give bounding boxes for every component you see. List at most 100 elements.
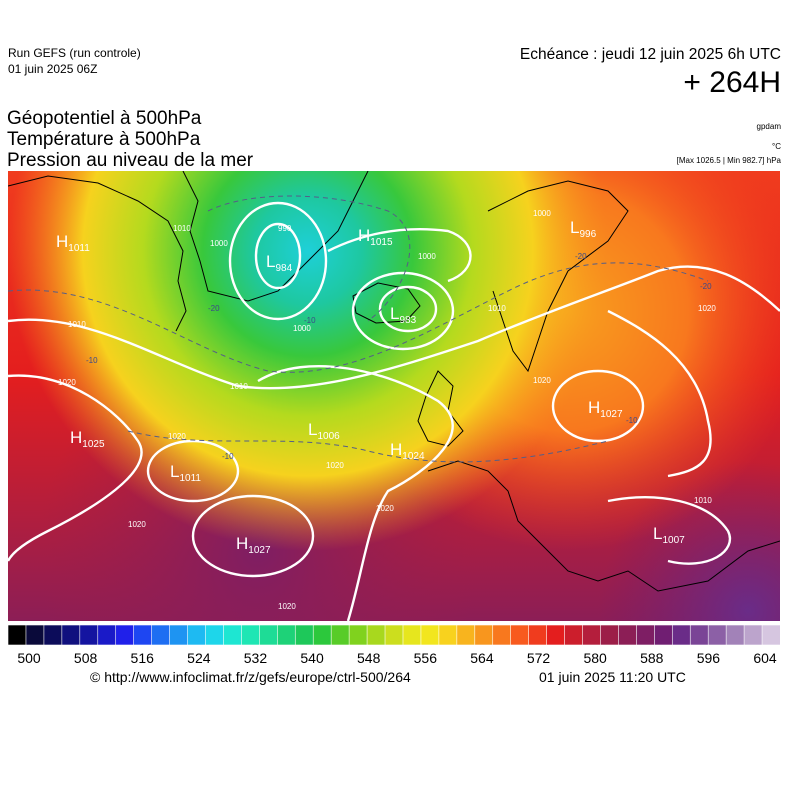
color-scale-tick-label: 540 (300, 650, 324, 666)
center-type: H (390, 440, 402, 459)
isobar-label: 990 (278, 224, 292, 233)
color-scale-swatch (528, 625, 548, 645)
isobar-1010-southeast (607, 496, 732, 565)
color-scale-swatch (205, 625, 225, 645)
center-value: 996 (579, 229, 596, 240)
isotherm-label: -20 (208, 304, 220, 313)
color-scale-swatch (241, 625, 261, 645)
color-scale-tick-label: 556 (413, 650, 437, 666)
color-scale-swatch (151, 625, 171, 645)
center-value: 1027 (600, 409, 623, 420)
center-low-7: L1006 (308, 420, 340, 442)
iceland-coast (352, 282, 421, 324)
color-scale-swatch (546, 625, 566, 645)
color-scale-swatch (294, 625, 314, 645)
color-scale-swatch (187, 625, 207, 645)
center-value: 1006 (317, 431, 340, 442)
parameter-pressure: Pression au niveau de la mer (7, 150, 254, 171)
isobar-label: 1020 (58, 378, 76, 387)
scandinavia-coast (487, 180, 629, 373)
center-value: 984 (275, 263, 292, 274)
isobar-label: 1020 (376, 504, 394, 513)
color-scale-swatch (600, 625, 620, 645)
isobar-low-iceland (378, 285, 438, 333)
color-scale-swatch (61, 625, 81, 645)
run-title: Run GEFS (run controle) (8, 46, 141, 60)
isotherm-minus-20 (207, 195, 411, 322)
isobar-label: 1020 (533, 376, 551, 385)
isobar-value-labels: 1010 1000 990 1000 1010 1000 1020 1020 1… (58, 209, 716, 611)
isobar-1020-east (607, 309, 712, 478)
color-scale-swatch (402, 625, 422, 645)
isobar-label: 1000 (533, 209, 551, 218)
color-scale-swatch (582, 625, 602, 645)
color-scale-swatch (133, 625, 153, 645)
isobar-label: 1010 (173, 224, 191, 233)
isobar-label: 1000 (418, 252, 436, 261)
color-scale-tick-label: 564 (470, 650, 494, 666)
color-scale-swatch (618, 625, 638, 645)
center-value: 1015 (370, 237, 393, 248)
center-type: L (266, 252, 275, 271)
isobar-1020-central (257, 364, 454, 621)
color-scale-swatch (169, 625, 189, 645)
center-type: L (653, 524, 662, 543)
color-scale-tick-label: 580 (583, 650, 607, 666)
isobar-label: 1010 (230, 382, 248, 391)
parameter-temperature: Température à 500hPa (7, 129, 201, 150)
color-scale-swatch (456, 625, 476, 645)
isobar-label: 1020 (168, 432, 186, 441)
isotherm-label: -10 (304, 316, 316, 325)
center-value: 1011 (179, 473, 201, 484)
isobar-label: 1010 (694, 496, 712, 505)
color-scale-bar (8, 625, 780, 645)
color-scale-tick-label: 500 (17, 650, 41, 666)
center-type: H (56, 232, 68, 251)
center-type: L (390, 304, 399, 323)
center-type: H (70, 428, 82, 447)
color-scale-tick-label: 572 (526, 650, 551, 666)
isobar-label: 1010 (488, 304, 506, 313)
color-scale-tick-label: 524 (187, 650, 211, 666)
color-scale-swatch (366, 625, 386, 645)
color-scale-swatch (8, 625, 27, 645)
isobar-label: 1000 (293, 324, 311, 333)
isobar-low-greenland (254, 222, 302, 290)
color-scale-swatch (671, 625, 691, 645)
forecast-horizon: + 264H (683, 66, 781, 99)
color-scale-swatch (654, 625, 673, 645)
color-scale-swatch (761, 625, 780, 645)
color-scale-swatch (97, 625, 117, 645)
center-type: L (570, 218, 579, 237)
center-low-2: L984 (266, 252, 293, 274)
color-scale-swatch (510, 625, 530, 645)
color-scale-swatch (43, 625, 63, 645)
center-type: L (170, 462, 179, 481)
isotherm-value-labels: -10 -20 -10 -20 -20 -10 -10 (86, 252, 712, 461)
center-type: H (358, 226, 370, 245)
color-scale-swatch (564, 625, 584, 645)
color-scale-swatch (348, 625, 368, 645)
isobar-high-atlantic (191, 494, 315, 578)
color-scale-swatch (743, 625, 763, 645)
source-credit: © http://www.infoclimat.fr/z/gefs/europe… (90, 669, 411, 685)
isotherms (8, 195, 709, 463)
color-scale-tick-label: 548 (357, 650, 381, 666)
center-low-5: L996 (570, 218, 597, 240)
color-scale-tick-label: 604 (753, 650, 777, 666)
isobar-label: 1020 (278, 602, 296, 611)
color-scale-swatch (725, 625, 745, 645)
center-low-12: L1007 (653, 524, 685, 546)
center-high-10: H1027 (236, 534, 271, 556)
center-type: H (236, 534, 248, 553)
color-scale-swatch (115, 625, 135, 645)
run-date: 01 juin 2025 06Z (8, 62, 98, 76)
center-value: 1024 (402, 451, 425, 462)
isobar-label: 1010 (68, 320, 86, 329)
color-scale-swatch (259, 625, 279, 645)
isobar-1010-north (8, 265, 780, 390)
color-scale-swatch (474, 625, 494, 645)
pressure-center-labels: H1011 L984 H1015 L983 L996 H1025 L1006 L… (56, 218, 685, 556)
color-scale-tick-label: 508 (73, 650, 98, 666)
unit-temperature: °C (772, 142, 781, 151)
